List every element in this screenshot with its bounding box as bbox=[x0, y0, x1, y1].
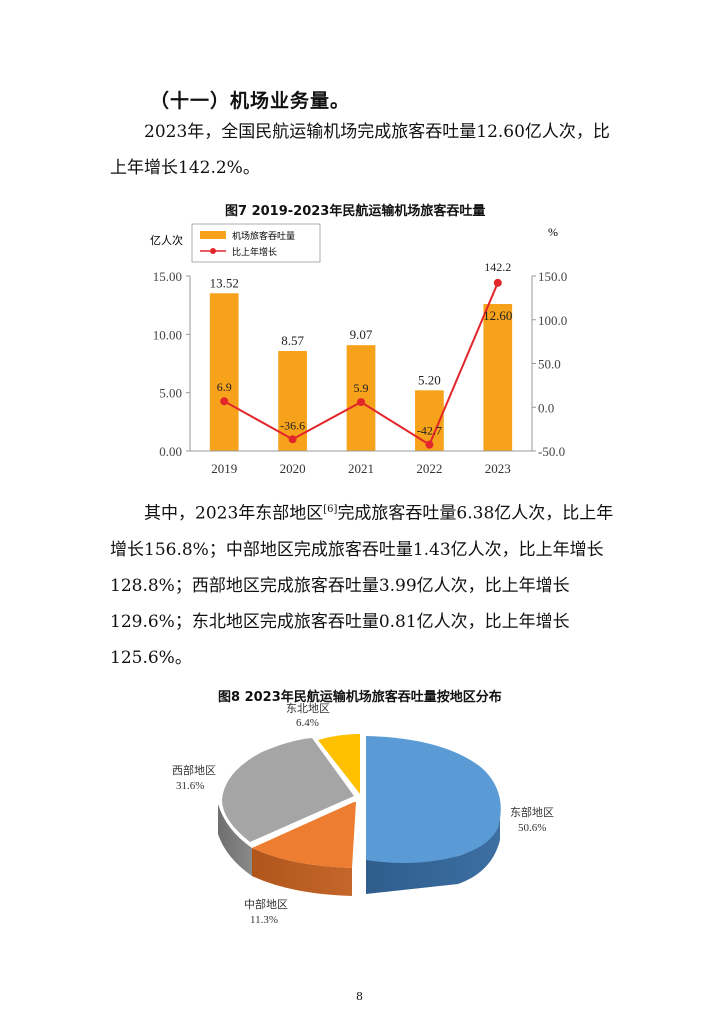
bar-value-label: 9.07 bbox=[350, 327, 373, 342]
growth-point bbox=[220, 397, 229, 406]
left-tick-label: 0.00 bbox=[159, 444, 182, 459]
x-tick-label: 2019 bbox=[211, 461, 237, 476]
growth-value-label: -42.7 bbox=[417, 424, 442, 438]
growth-point bbox=[357, 398, 365, 407]
pie-label-central-value: 11.3% bbox=[250, 914, 278, 926]
right-tick-label: -50.0 bbox=[538, 444, 565, 459]
footnote-ref[interactable]: [6] bbox=[323, 504, 338, 515]
growth-value-label: 5.9 bbox=[354, 381, 369, 395]
bar-value-label: 8.57 bbox=[281, 333, 304, 348]
pie-label-west-name: 西部地区 bbox=[172, 763, 216, 777]
pie-label-northeast-name: 东北地区 bbox=[286, 702, 330, 715]
growth-point bbox=[425, 440, 434, 449]
legend-bar-swatch bbox=[200, 231, 226, 239]
pie-label-east-name: 东部地区 bbox=[510, 805, 554, 819]
left-tick-label: 15.00 bbox=[153, 269, 182, 284]
pie-side-west bbox=[218, 804, 252, 876]
x-tick-label: 2020 bbox=[280, 461, 306, 476]
legend-bar-label: 机场旅客吞吐量 bbox=[232, 230, 295, 242]
right-tick-label: 100.0 bbox=[538, 313, 567, 328]
left-axis-unit: 亿人次 bbox=[150, 233, 183, 247]
right-tick-label: 50.0 bbox=[538, 357, 561, 372]
legend-line-label: 比上年增长 bbox=[232, 246, 277, 258]
pie-side-central bbox=[252, 848, 352, 896]
growth-value-label: -36.6 bbox=[280, 418, 305, 432]
bar-value-label: 12.60 bbox=[483, 308, 512, 323]
growth-point bbox=[493, 278, 502, 287]
figure8-title: 图8 2023年民航运输机场旅客吞吐量按地区分布 bbox=[218, 690, 502, 705]
bar-value-label: 13.52 bbox=[210, 275, 239, 290]
figure7-title: 图7 2019-2023年民航运输机场旅客吞吐量 bbox=[225, 204, 486, 219]
pie-slice-northeast[interactable] bbox=[318, 734, 360, 794]
pie-label-central-name: 中部地区 bbox=[244, 897, 288, 911]
paragraph-regions: 其中，2023年东部地区[6]完成旅客吞吐量6.38亿人次，比上年增长156.8… bbox=[110, 492, 615, 676]
legend-line-marker bbox=[210, 248, 216, 254]
x-tick-label: 2021 bbox=[348, 461, 374, 476]
bar-value-label: 5.20 bbox=[418, 372, 441, 387]
pie-slice-central[interactable] bbox=[252, 802, 356, 868]
growth-point bbox=[288, 435, 297, 444]
growth-value-label: 142.2 bbox=[484, 260, 511, 274]
left-tick-label: 5.00 bbox=[159, 386, 182, 401]
pie-side-east bbox=[366, 810, 500, 894]
right-tick-label: 150.0 bbox=[538, 269, 567, 284]
pie-label-east-value: 50.6% bbox=[518, 822, 546, 834]
x-tick-label: 2022 bbox=[416, 461, 442, 476]
right-axis-unit: % bbox=[548, 225, 558, 239]
page-number: 8 bbox=[356, 990, 363, 1003]
left-tick-label: 10.00 bbox=[153, 327, 182, 342]
pie-label-west-value: 31.6% bbox=[176, 780, 204, 792]
growth-value-label: 6.9 bbox=[217, 380, 232, 394]
pie-slice-east[interactable] bbox=[366, 736, 501, 863]
figure7-chart: 机场旅客吞吐量 比上年增长 亿人次 % 0.00 5.00 10.00 15.00 -5… bbox=[150, 223, 567, 476]
pie-label-northeast-value: 6.4% bbox=[296, 717, 319, 729]
bar bbox=[209, 293, 239, 451]
paragraph-summary: 2023年，全国民航运输机场完成旅客吞吐量12.60亿人次，比上年增长142.2… bbox=[110, 122, 610, 178]
section-heading: （十一）机场业务量。 bbox=[150, 90, 351, 112]
paragraph-regions-after: 完成旅客吞吐量6.38亿人次，比上年增长156.8%；中部地区完成旅客吞吐量1.… bbox=[110, 503, 614, 668]
paragraph-regions-before: 其中，2023年东部地区 bbox=[144, 503, 324, 524]
figure8-pie-chart: 东北地区 6.4% 西部地区 31.6% 东部地区 50.6% 中部地区 11.… bbox=[172, 702, 554, 926]
x-tick-label: 2023 bbox=[485, 461, 511, 476]
pie-slice-west[interactable] bbox=[222, 738, 354, 842]
legend-box bbox=[191, 223, 321, 263]
right-tick-label: 0.0 bbox=[538, 400, 554, 415]
bar bbox=[483, 304, 513, 451]
